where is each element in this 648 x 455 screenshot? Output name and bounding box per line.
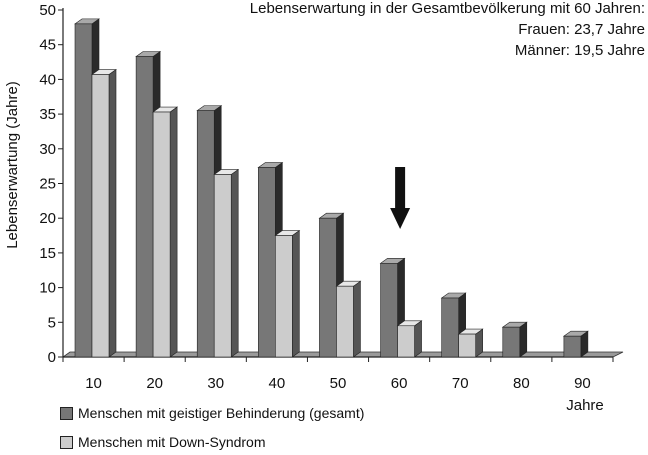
x-tick-label: 90 <box>574 375 591 392</box>
bar-side <box>108 68 117 358</box>
x-axis-label: Jahre <box>566 397 604 414</box>
y-tick-label: 0 <box>48 349 56 366</box>
y-axis-label: Lebenserwartung (Jahre) <box>4 81 21 249</box>
y-tick-label: 45 <box>39 37 56 54</box>
x-tick-label: 50 <box>330 375 347 392</box>
bar <box>74 23 93 358</box>
bar <box>91 74 110 358</box>
bar <box>275 235 293 358</box>
annotation-line-2: Frauen: 23,7 Jahre <box>518 21 645 38</box>
bar <box>258 167 276 358</box>
bar-side <box>169 106 178 358</box>
bar <box>502 326 521 358</box>
bar <box>319 217 337 358</box>
x-tick-label: 70 <box>452 375 469 392</box>
y-tick-label: 25 <box>39 176 56 193</box>
bar-side <box>353 280 361 358</box>
bar-side <box>414 320 422 358</box>
x-tick-label: 20 <box>146 375 163 392</box>
plot-area: 0 5 10 15 20 25 30 35 40 45 50 10 20 30 40 50 60 70 80 90 <box>39 2 624 392</box>
bar <box>152 111 171 358</box>
legend-label-series-1: Menschen mit geistiger Behinderung (gesa… <box>78 405 365 421</box>
legend-item-series-2: Menschen mit Down-Syndrom <box>60 434 266 450</box>
bar <box>196 110 215 358</box>
legend-item-series-1: Menschen mit geistiger Behinderung (gesa… <box>60 405 364 421</box>
bar <box>441 297 459 358</box>
bar <box>380 263 398 358</box>
legend-swatch-series-2 <box>60 435 73 449</box>
bar-side <box>519 321 528 358</box>
y-tick-label: 30 <box>39 141 56 158</box>
bar <box>213 174 232 358</box>
x-tick-label: 10 <box>85 375 102 392</box>
y-tick-label: 35 <box>39 106 56 123</box>
bar <box>458 333 476 358</box>
x-tick-label: 30 <box>207 375 224 392</box>
y-tick-label: 10 <box>39 280 56 297</box>
annotation-line-3: Männer: 19,5 Jahre <box>514 42 645 59</box>
down-arrow-icon <box>390 167 411 229</box>
bar <box>563 335 582 358</box>
bar <box>135 56 154 358</box>
x-tick-label: 80 <box>513 375 530 392</box>
bar <box>336 285 354 358</box>
y-tick-label: 15 <box>39 245 56 262</box>
bar <box>397 325 415 358</box>
y-tick-label: 50 <box>39 2 56 19</box>
bar-side <box>230 168 239 358</box>
legend-swatch-series-1 <box>60 406 73 420</box>
annotation-line-1: Lebenserwartung in der Gesamtbevölkerung… <box>249 0 645 17</box>
x-tick-label: 60 <box>391 375 408 392</box>
legend-label-series-2: Menschen mit Down-Syndrom <box>78 434 266 450</box>
y-tick-label: 20 <box>39 210 56 227</box>
y-tick-label: 5 <box>48 314 56 331</box>
y-tick-label: 40 <box>39 71 56 88</box>
bar-side <box>292 229 300 358</box>
x-tick-label: 40 <box>269 375 286 392</box>
